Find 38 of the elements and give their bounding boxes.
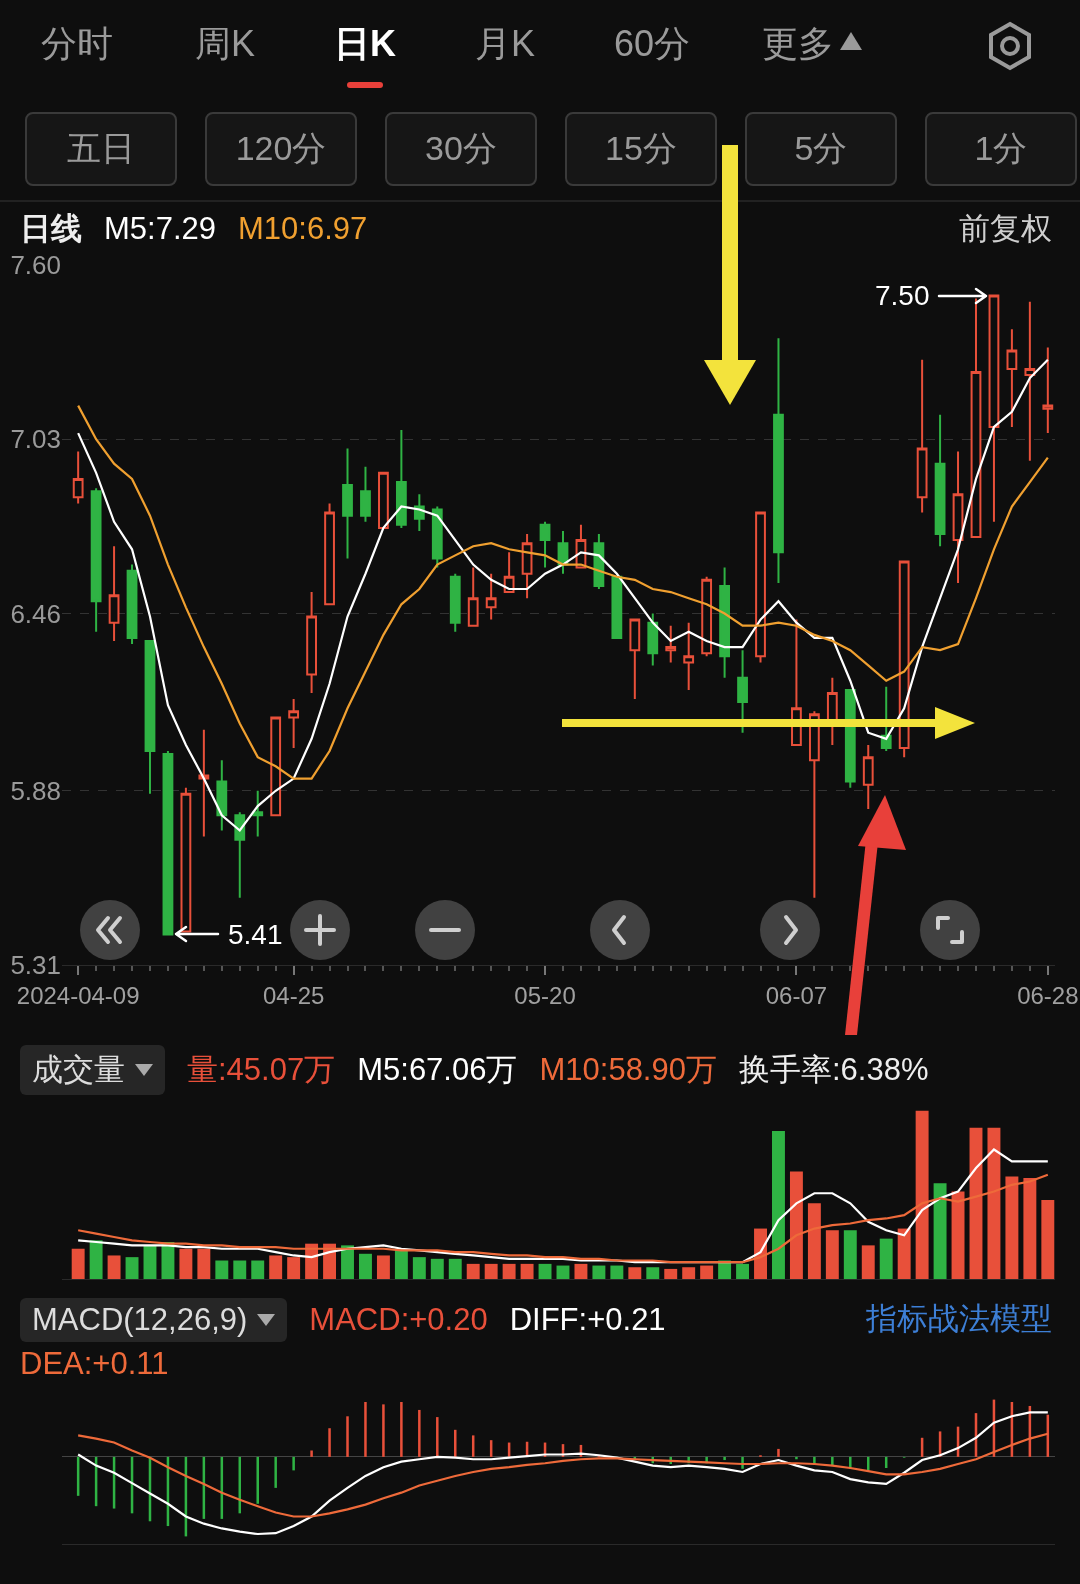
y-tick-label: 7.03: [10, 424, 61, 455]
text: 5分: [745, 112, 897, 186]
text: 分时: [41, 23, 113, 64]
text: M5:7.29: [104, 211, 217, 247]
annotation: 7.50: [875, 280, 930, 311]
legend-title: 成交量: [32, 1051, 125, 1089]
text: 15分: [565, 112, 717, 186]
text: M5:67.06万: [357, 1051, 518, 1089]
x-tick-label: 2024-04-09: [16, 981, 140, 1009]
x-tick-label: 06-28: [1017, 981, 1079, 1009]
y-tick-label: 5.88: [10, 775, 61, 806]
text: DIFF:+0.21: [509, 1302, 666, 1338]
legend-title: MACD(12,26,9): [32, 1302, 248, 1338]
annotation: 5.41: [228, 919, 283, 950]
text: 日K: [334, 23, 396, 64]
y-tick-label: 6.46: [10, 598, 61, 629]
text: M10:6.97: [238, 211, 368, 247]
y-tick-label: 5.31: [10, 950, 61, 981]
text: DEA:+0.11: [20, 1346, 169, 1382]
text: 更多: [762, 23, 834, 64]
x-tick-label: 04-25: [262, 981, 325, 1009]
text: 五日: [25, 112, 177, 186]
text: 1分: [925, 112, 1077, 186]
text: 30分: [385, 112, 537, 186]
text: 周K: [194, 23, 256, 64]
text: 60分: [613, 23, 691, 64]
text: MACD:+0.20: [309, 1302, 488, 1338]
text: 指标战法模型: [866, 1300, 1052, 1338]
legend-title: 日线: [20, 210, 82, 248]
x-tick-label: 06-07: [765, 981, 828, 1009]
text: 量:45.07万: [187, 1051, 336, 1089]
text: M10:58.90万: [539, 1051, 717, 1089]
y-tick-label: 7.60: [10, 250, 61, 281]
text: 换手率:6.38%: [738, 1051, 929, 1089]
text: 前复权: [959, 210, 1052, 248]
text: 120分: [205, 112, 357, 186]
text: 月K: [474, 23, 536, 64]
x-tick-label: 05-20: [514, 981, 576, 1009]
